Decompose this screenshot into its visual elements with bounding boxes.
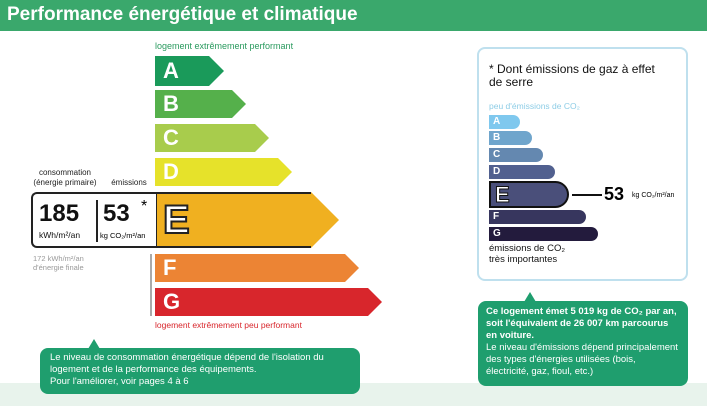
arrow-tip — [311, 192, 339, 248]
callout-climate-text: Le niveau d'émissions dépend principalem… — [486, 342, 678, 377]
class-letter: A — [163, 58, 179, 83]
final-energy: 172 kWh/m²/an d'énergie finale — [33, 254, 84, 272]
consumption-value: 185 — [39, 200, 80, 227]
divider — [150, 254, 152, 316]
climate-class-a: A — [489, 115, 520, 129]
class-letter: G — [163, 289, 181, 314]
climate-class-g: G — [489, 227, 598, 241]
bottom-label: logement extrêmement peu performant — [155, 320, 302, 330]
callout-arrow — [88, 339, 100, 349]
divider — [96, 200, 98, 242]
class-letter: C — [163, 125, 179, 150]
climate-class-c: C — [489, 148, 543, 162]
climate-bottom-label: émissions de CO₂ très importantes — [489, 243, 565, 265]
energy-class-g: G — [155, 288, 382, 316]
emissions-label: émissions — [111, 178, 147, 187]
consumption-label: consommation (énergie primaire) — [33, 168, 97, 187]
callout-climate: Ce logement émet 5 019 kg de CO₂ par an,… — [478, 292, 688, 386]
climate-class-d: D — [489, 165, 555, 179]
climate-class-b: B — [489, 131, 532, 145]
climate-class-e: E — [489, 181, 569, 208]
climate-top-label: peu d'émissions de CO₂ — [489, 101, 580, 111]
climate-value: 53 — [604, 184, 625, 204]
arrow-tip — [255, 124, 269, 152]
callout-arrow — [524, 292, 536, 302]
callout-energy-text: Le niveau de consommation énergétique dé… — [50, 352, 324, 375]
energy-class-e: E — [155, 192, 339, 248]
arrow-tip — [232, 90, 246, 118]
energy-class-a: A — [155, 56, 224, 86]
energy-class-b: B — [155, 90, 246, 118]
climate-class-f: F — [489, 210, 586, 224]
arrow-tip — [368, 288, 382, 316]
class-letter: B — [163, 91, 179, 116]
climate-bottom-label-2: très importantes — [489, 254, 558, 265]
top-label: logement extrêmement performant — [155, 41, 294, 51]
asterisk: * — [141, 198, 148, 215]
emissions-unit: kg CO₂/m²/an — [100, 231, 146, 240]
consumption-unit: kWh/m²/an — [39, 230, 81, 240]
arrow-tip — [345, 254, 359, 282]
climate-unit: kg CO₂/m²/an — [632, 192, 675, 199]
callout-climate-bold: Ce logement émet 5 019 kg de CO₂ par an,… — [486, 306, 677, 341]
final-energy-label: d'énergie finale — [33, 263, 84, 272]
class-letter: D — [163, 159, 179, 184]
climate-panel: * Dont émissions de gaz à effet de serre… — [477, 47, 688, 281]
emissions-value: 53 — [103, 200, 130, 227]
arrow-tip — [209, 56, 224, 86]
climate-bottom-label-1: émissions de CO₂ — [489, 243, 566, 254]
arrow-tip — [278, 158, 292, 186]
final-energy-value: 172 kWh/m²/an — [33, 254, 84, 263]
class-letter: E — [162, 197, 191, 243]
class-letter: F — [163, 255, 177, 280]
energy-class-c: C — [155, 124, 269, 152]
climate-note: * Dont émissions de gaz à effet de serre — [489, 62, 655, 89]
callout-energy: Le niveau de consommation énergétique dé… — [40, 339, 360, 394]
callout-energy-link: Pour l'améliorer, voir pages 4 à 6 — [50, 376, 189, 387]
energy-class-d: D — [155, 158, 292, 186]
energy-class-f: F — [155, 254, 359, 282]
value-box: 185 kWh/m²/an 53 * kg CO₂/m²/an — [31, 192, 156, 248]
page-title: Performance énergétique et climatique — [0, 0, 707, 31]
pointer-line — [572, 194, 602, 196]
